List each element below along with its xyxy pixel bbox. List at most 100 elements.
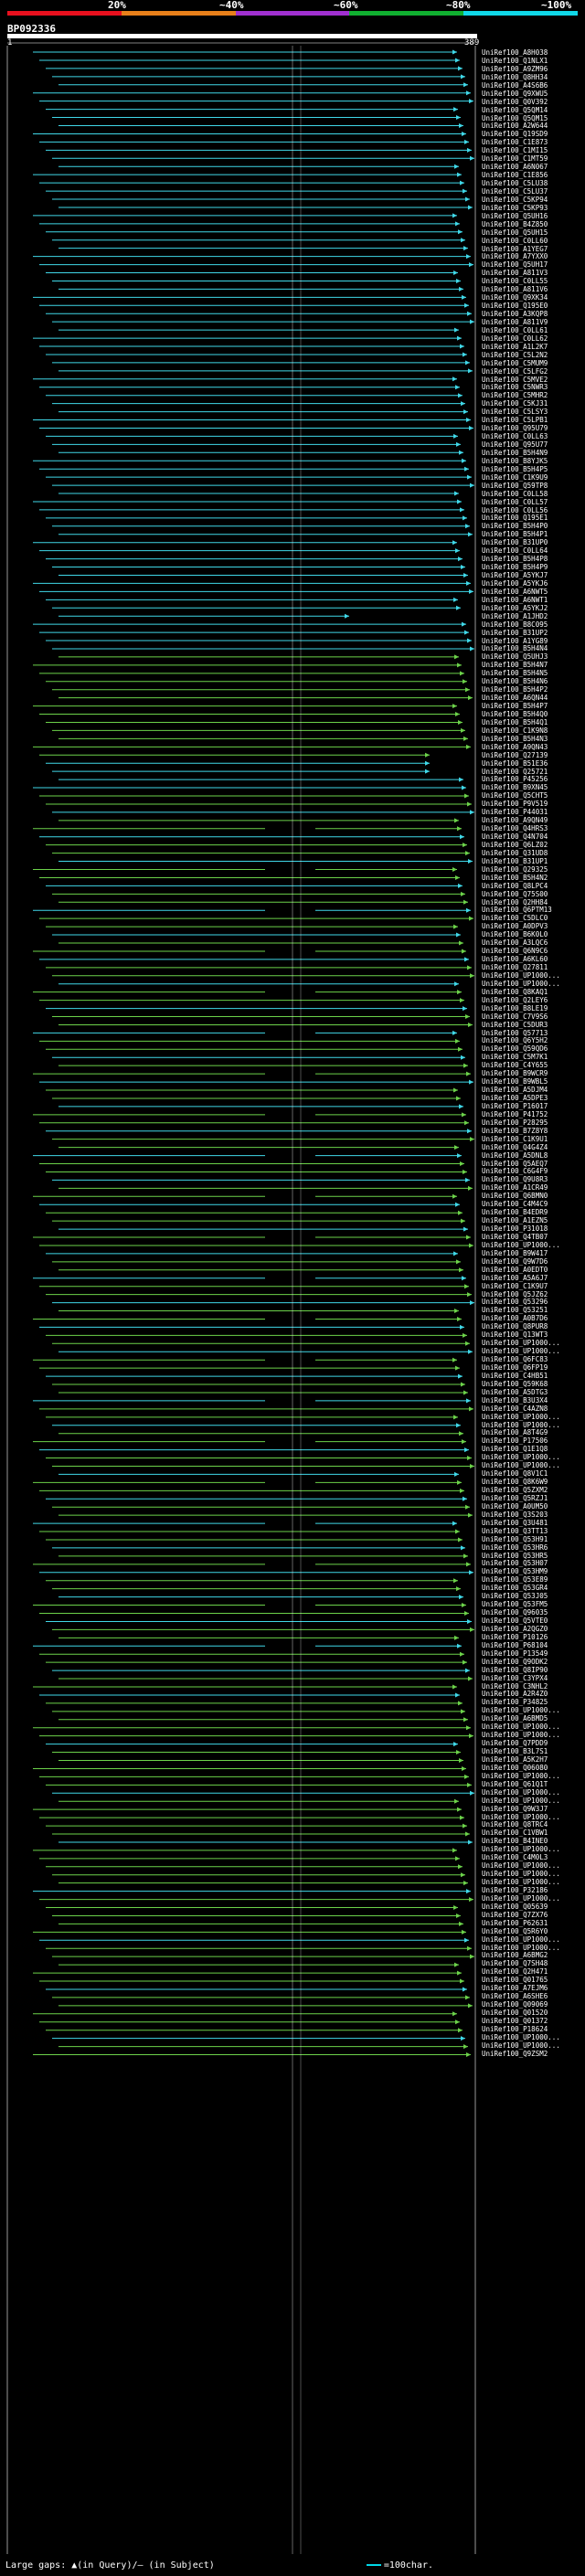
hit-label[interactable]: UniRef100_B31UP0 bbox=[482, 538, 548, 547]
hit-label[interactable]: UniRef100_Q53HR6 bbox=[482, 1542, 548, 1552]
hit-label[interactable]: UniRef100_C5LSY3 bbox=[482, 408, 548, 417]
hit-label[interactable]: UniRef100_Q95U79 bbox=[482, 424, 548, 433]
hit-label[interactable]: UniRef100_A2QGZ0 bbox=[482, 1624, 548, 1633]
hit-label[interactable]: UniRef100_Q31UD8 bbox=[482, 848, 548, 857]
hit-label[interactable]: UniRef100_UP1000... bbox=[482, 1870, 560, 1878]
hit-label[interactable]: UniRef100_UP1000... bbox=[482, 1461, 560, 1470]
hit-label[interactable]: UniRef100_Q61Q1T bbox=[482, 1779, 548, 1788]
hit-label[interactable]: UniRef100_Q5UH17 bbox=[482, 260, 548, 270]
hit-label[interactable]: UniRef100_B6K0L0 bbox=[482, 930, 548, 939]
hit-label[interactable]: UniRef100_Q3U481 bbox=[482, 1518, 548, 1527]
hit-label[interactable]: UniRef100_Q53E89 bbox=[482, 1575, 548, 1585]
hit-label[interactable]: UniRef100_P34825 bbox=[482, 1698, 548, 1707]
hit-label[interactable]: UniRef100_Q75S00 bbox=[482, 889, 548, 898]
hit-label[interactable]: UniRef100_Q53FM5 bbox=[482, 1600, 548, 1609]
hit-label[interactable]: UniRef100_B9WBL5 bbox=[482, 1077, 548, 1087]
hit-label[interactable]: UniRef100_Q57713 bbox=[482, 1028, 548, 1037]
hit-label[interactable]: UniRef100_Q27139 bbox=[482, 750, 548, 759]
hit-label[interactable]: UniRef100_C1E873 bbox=[482, 138, 548, 147]
hit-label[interactable]: UniRef100_A5DNL8 bbox=[482, 1150, 548, 1160]
hit-label[interactable]: UniRef100_A5DPE3 bbox=[482, 1094, 548, 1102]
hit-label[interactable]: UniRef100_UP1000... bbox=[482, 1845, 560, 1854]
hit-label[interactable]: UniRef100_C5KJ31 bbox=[482, 399, 548, 408]
hit-label[interactable]: UniRef100_B51E36 bbox=[482, 758, 548, 768]
hit-label[interactable]: UniRef100_P62631 bbox=[482, 1918, 548, 1927]
hit-label[interactable]: UniRef100_A2R4Z0 bbox=[482, 1690, 548, 1699]
hit-label[interactable]: UniRef100_A811V3 bbox=[482, 269, 548, 278]
hit-label[interactable]: UniRef100_Q8V1C1 bbox=[482, 1469, 548, 1479]
hit-label[interactable]: UniRef100_C4Y655 bbox=[482, 1061, 548, 1070]
hit-label[interactable]: UniRef100_Q01372 bbox=[482, 2016, 548, 2025]
hit-label[interactable]: UniRef100_Q4G4Z4 bbox=[482, 1142, 548, 1151]
hit-label[interactable]: UniRef100_P45256 bbox=[482, 775, 548, 784]
hit-label[interactable]: UniRef100_P18624 bbox=[482, 2024, 548, 2033]
hit-label[interactable]: UniRef100_Q01765 bbox=[482, 1976, 548, 1985]
hit-label[interactable]: UniRef100_UP1000... bbox=[482, 970, 560, 980]
hit-label[interactable]: UniRef100_C0LL62 bbox=[482, 334, 548, 343]
hit-label[interactable]: UniRef100_UP1000... bbox=[482, 1420, 560, 1429]
hit-label[interactable]: UniRef100_UP1000... bbox=[482, 979, 560, 988]
hit-label[interactable]: UniRef100_A7EJM6 bbox=[482, 1984, 548, 1993]
hit-label[interactable]: UniRef100_Q5R6Y0 bbox=[482, 1926, 548, 1935]
hit-label[interactable]: UniRef100_UP1000... bbox=[482, 2032, 560, 2041]
hit-label[interactable]: UniRef100_B5H4P1 bbox=[482, 530, 548, 539]
hit-label[interactable]: UniRef100_C1K9U7 bbox=[482, 1281, 548, 1290]
hit-label[interactable]: UniRef100_C3YPX4 bbox=[482, 1673, 548, 1682]
hit-label[interactable]: UniRef100_UP1000... bbox=[482, 1347, 560, 1355]
hit-label[interactable]: UniRef100_A0B7D6 bbox=[482, 1314, 548, 1323]
hit-label[interactable]: UniRef100_Q25721 bbox=[482, 767, 548, 776]
hit-label[interactable]: UniRef100_C0LL56 bbox=[482, 505, 548, 514]
hit-label[interactable]: UniRef100_C5M7K1 bbox=[482, 1053, 548, 1062]
hit-label[interactable]: UniRef100_Q96035 bbox=[482, 1608, 548, 1617]
hit-label[interactable]: UniRef100_Q9XK34 bbox=[482, 293, 548, 302]
hit-label[interactable]: UniRef100_A6SHE6 bbox=[482, 1992, 548, 2001]
hit-label[interactable]: UniRef100_B5H4N3 bbox=[482, 734, 548, 743]
hit-label[interactable]: UniRef100_C5LU37 bbox=[482, 186, 548, 196]
hit-label[interactable]: UniRef100_UP1000... bbox=[482, 1935, 560, 1944]
hit-label[interactable]: UniRef100_A1EZN5 bbox=[482, 1216, 548, 1224]
hit-label[interactable]: UniRef100_B7Z8Y8 bbox=[482, 1126, 548, 1135]
hit-label[interactable]: UniRef100_C5LFG2 bbox=[482, 366, 548, 376]
hit-label[interactable]: UniRef100_Q9U8R3 bbox=[482, 1175, 548, 1184]
hit-label[interactable]: UniRef100_Q0V392 bbox=[482, 97, 548, 106]
hit-label[interactable]: UniRef100_P44031 bbox=[482, 808, 548, 817]
hit-label[interactable]: UniRef100_A6BMD5 bbox=[482, 1714, 548, 1723]
hit-label[interactable]: UniRef100_A0DPV3 bbox=[482, 922, 548, 931]
hit-label[interactable]: UniRef100_B5H4N5 bbox=[482, 669, 548, 678]
hit-label[interactable]: UniRef100_Q5ZXM2 bbox=[482, 1486, 548, 1494]
hit-label[interactable]: UniRef100_A6BMG2 bbox=[482, 1951, 548, 1960]
hit-label[interactable]: UniRef100_Q3S203 bbox=[482, 1510, 548, 1519]
hit-label[interactable]: UniRef100_A1L2K7 bbox=[482, 342, 548, 351]
hit-label[interactable]: UniRef100_A5YKJ2 bbox=[482, 603, 548, 612]
hit-label[interactable]: UniRef100_UP1000... bbox=[482, 1861, 560, 1871]
hit-label[interactable]: UniRef100_Q5VTE0 bbox=[482, 1617, 548, 1625]
hit-label[interactable]: UniRef100_C1K9N8 bbox=[482, 726, 548, 735]
hit-label[interactable]: UniRef100_Q6FP19 bbox=[482, 1362, 548, 1372]
hit-label[interactable]: UniRef100_Q8KAQ1 bbox=[482, 987, 548, 996]
hit-label[interactable]: UniRef100_Q4TB07 bbox=[482, 1232, 548, 1241]
hit-label[interactable]: UniRef100_Q53296 bbox=[482, 1298, 548, 1307]
hit-label[interactable]: UniRef100_Q9XWU5 bbox=[482, 89, 548, 98]
hit-label[interactable]: UniRef100_B5H4Q1 bbox=[482, 717, 548, 726]
hit-label[interactable]: UniRef100_C5NWR3 bbox=[482, 383, 548, 392]
hit-label[interactable]: UniRef100_UP1000... bbox=[482, 1731, 560, 1740]
hit-label[interactable]: UniRef100_UP1000... bbox=[482, 1878, 560, 1886]
hit-label[interactable]: UniRef100_Q09069 bbox=[482, 2000, 548, 2009]
hit-label[interactable]: UniRef100_Q6PTM13 bbox=[482, 906, 552, 915]
hit-label[interactable]: UniRef100_A3LQC6 bbox=[482, 938, 548, 948]
hit-label[interactable]: UniRef100_P68104 bbox=[482, 1640, 548, 1649]
hit-label[interactable]: UniRef100_UP1000... bbox=[482, 1240, 560, 1249]
hit-label[interactable]: UniRef100_UP1000... bbox=[482, 1812, 560, 1821]
hit-label[interactable]: UniRef100_B8YJK5 bbox=[482, 456, 548, 465]
hit-label[interactable]: UniRef100_B9XN45 bbox=[482, 783, 548, 792]
hit-label[interactable]: UniRef100_P28295 bbox=[482, 1118, 548, 1127]
hit-label[interactable]: UniRef100_B5H4P8 bbox=[482, 555, 548, 564]
hit-label[interactable]: UniRef100_UP1000... bbox=[482, 1339, 560, 1348]
hit-label[interactable]: UniRef100_A5A6J7 bbox=[482, 1273, 548, 1282]
hit-label[interactable]: UniRef100_A8H038 bbox=[482, 48, 548, 57]
hit-label[interactable]: UniRef100_C1K9U1 bbox=[482, 1134, 548, 1143]
hit-label[interactable]: UniRef100_Q13WT3 bbox=[482, 1330, 548, 1340]
hit-label[interactable]: UniRef100_P10126 bbox=[482, 1632, 548, 1641]
hit-label[interactable]: UniRef100_A5YKJ6 bbox=[482, 578, 548, 588]
hit-label[interactable]: UniRef100_P32186 bbox=[482, 1885, 548, 1894]
